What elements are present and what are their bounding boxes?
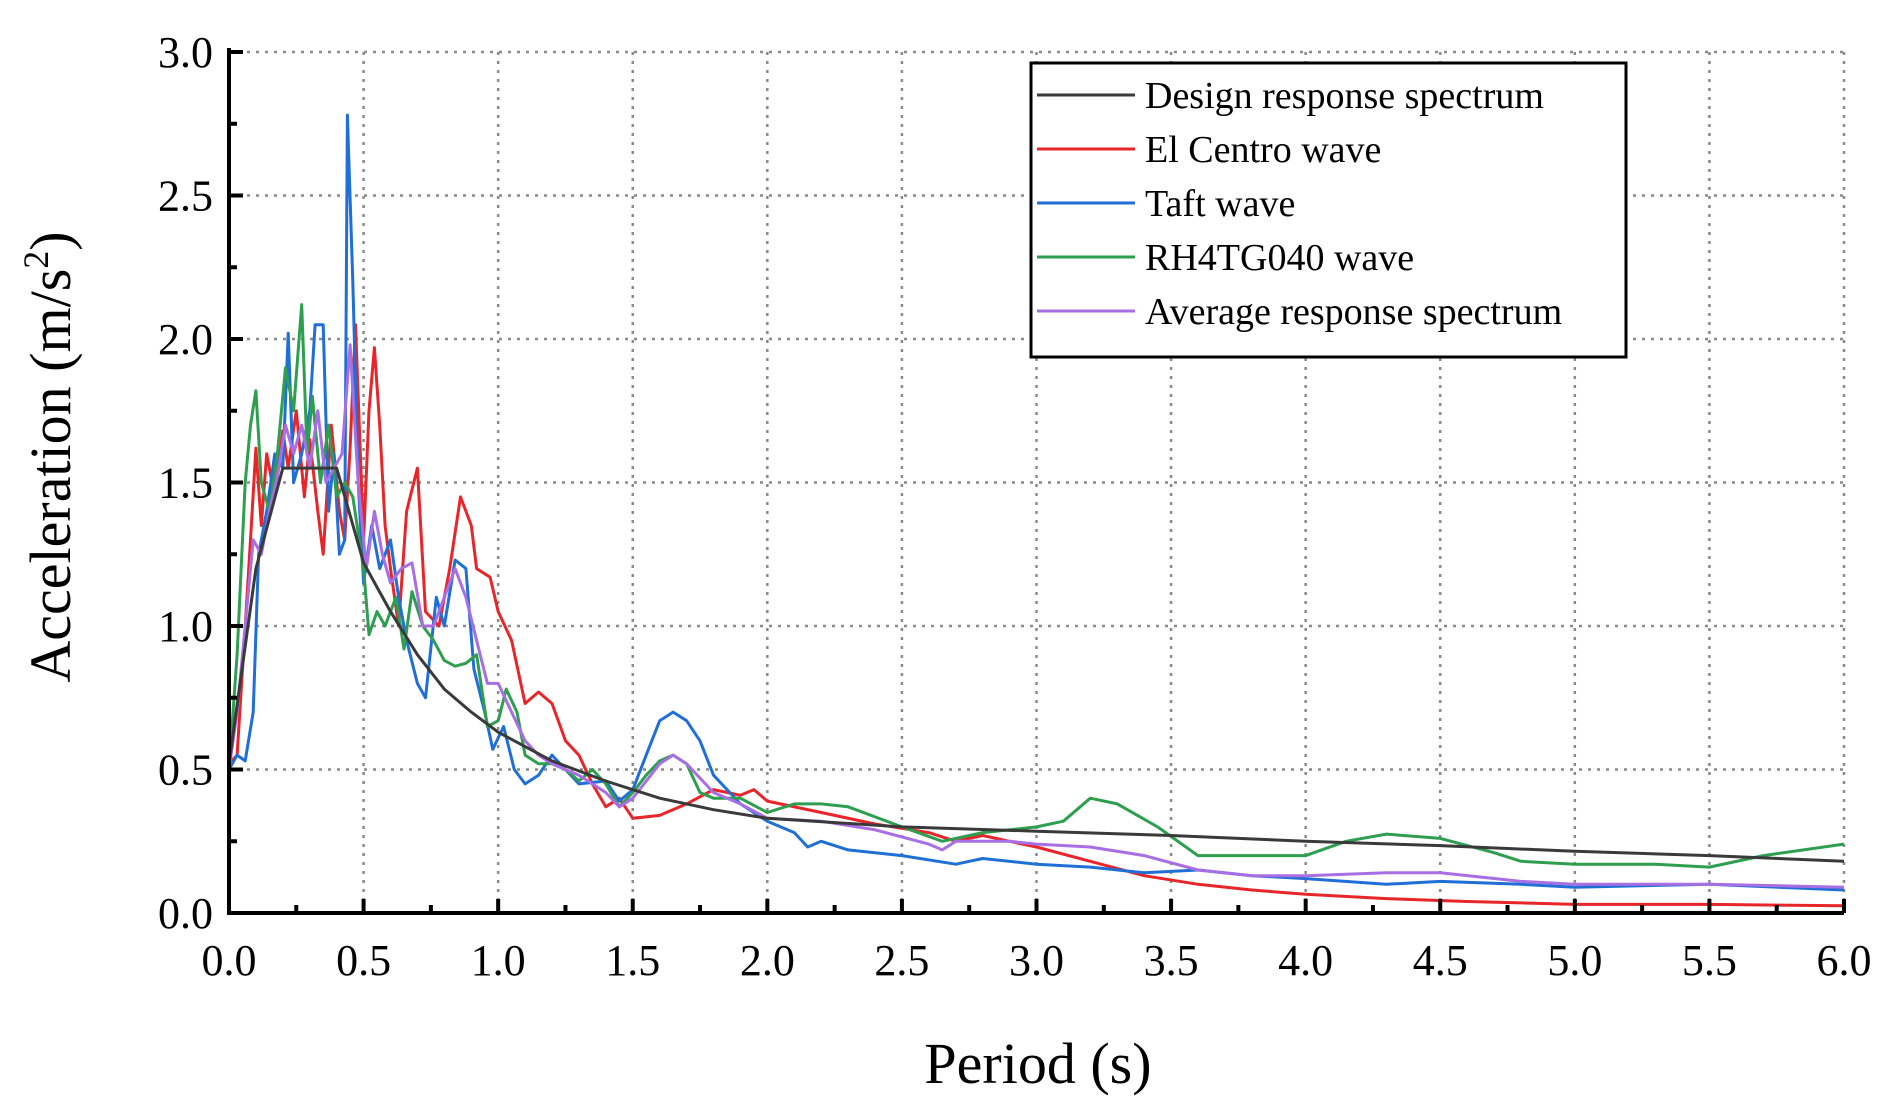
legend-label: RH4TG040 wave [1145, 237, 1414, 279]
x-tick-label: 2.0 [740, 936, 795, 985]
x-tick-label: 2.5 [874, 936, 929, 985]
x-tick-label: 3.5 [1144, 936, 1199, 985]
x-tick-label: 0.5 [336, 936, 391, 985]
x-tick-label: 1.0 [471, 936, 526, 985]
y-axis-title-superscript: 2 [16, 251, 56, 269]
x-tick-label: 5.5 [1682, 936, 1737, 985]
y-tick-label: 1.0 [158, 602, 213, 651]
series-line-design-response-spectrum [227, 466, 1845, 863]
y-tick-label: 3.0 [158, 28, 213, 77]
x-tick-label: 4.5 [1413, 936, 1468, 985]
series-line-taft-wave [227, 113, 1845, 892]
y-axis-title: Acceleration (m/s2) [16, 231, 83, 682]
legend-box [1029, 61, 1628, 359]
legend: Design response spectrum El Centro wave Ta… [1029, 61, 1628, 359]
x-tick-label: 6.0 [1817, 936, 1872, 985]
y-axis-title-tail: ) [18, 231, 83, 250]
y-tick-label: 2.5 [158, 172, 213, 221]
x-tick-label: 1.5 [605, 936, 660, 985]
x-tick-label: 3.0 [1009, 936, 1064, 985]
legend-label: Taft wave [1145, 183, 1295, 225]
y-tick-label: 0.0 [158, 889, 213, 938]
y-tick-label: 2.0 [158, 315, 213, 364]
legend-label: El Centro wave [1145, 129, 1381, 171]
x-tick-label: 5.0 [1547, 936, 1602, 985]
series-line-average-response-spectrum [227, 343, 1845, 889]
y-tick-labels: 0.0 0.5 1.0 1.5 2.0 2.5 3.0 [158, 28, 213, 938]
series-layer [227, 113, 1845, 908]
legend-label: Average response spectrum [1145, 291, 1562, 333]
y-axis-title-main: Acceleration (m/s [18, 269, 83, 683]
legend-label: Design response spectrum [1145, 75, 1544, 117]
x-tick-label: 4.0 [1278, 936, 1333, 985]
x-tick-labels: 0.0 0.5 1.0 1.5 2.0 2.5 3.0 3.5 4.0 4.5 5.0 5.5 6.0 [202, 936, 1872, 985]
y-tick-label: 0.5 [158, 746, 213, 795]
y-tick-label: 1.5 [158, 459, 213, 508]
axes [227, 48, 1846, 915]
x-axis-title: Period (s) [924, 1031, 1151, 1096]
x-tick-label: 0.0 [202, 936, 257, 985]
